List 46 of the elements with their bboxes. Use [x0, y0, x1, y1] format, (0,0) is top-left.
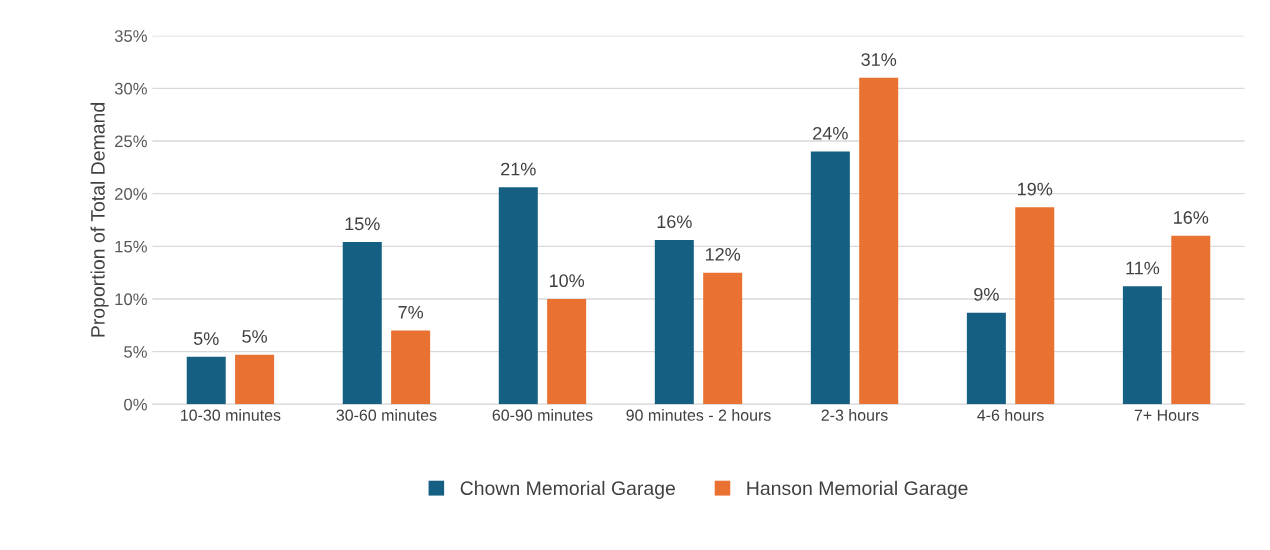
- bar: [342, 242, 382, 405]
- y-tick-label: 10%: [115, 293, 147, 306]
- data-label: 31%: [861, 53, 897, 66]
- y-tick-label: 20%: [115, 188, 147, 200]
- bar: [810, 151, 850, 405]
- x-tick-label: 10-30 minutes: [181, 409, 281, 421]
- data-label: 16%: [1174, 211, 1209, 224]
- legend-label: Chown Memorial Garage: [460, 480, 675, 499]
- x-tick-label: 7+ Hours: [1134, 409, 1199, 421]
- y-tick-label: 25%: [115, 135, 147, 148]
- bar: [1015, 207, 1055, 405]
- data-label: 5%: [242, 330, 267, 343]
- data-label: 5%: [193, 332, 219, 345]
- x-tick-label: 60-90 minutes: [492, 409, 593, 421]
- y-tick-label: 35%: [114, 30, 147, 42]
- data-label: 10%: [549, 274, 585, 288]
- bar: [654, 240, 694, 405]
- data-label: 9%: [974, 287, 999, 301]
- bar: [186, 356, 226, 405]
- data-label: 12%: [705, 247, 741, 261]
- y-axis-title: Proportion of Total Demand: [90, 103, 109, 337]
- y-tick-label: 15%: [115, 240, 147, 253]
- data-label: 19%: [1018, 182, 1053, 196]
- bar: [859, 77, 899, 405]
- data-label: 15%: [345, 217, 380, 231]
- bar: [1122, 286, 1162, 405]
- legend-label: Hanson Memorial Garage: [747, 480, 968, 499]
- data-label: 11%: [1126, 261, 1160, 275]
- x-tick-label: 2-3 hours: [821, 409, 888, 421]
- bar: [1171, 235, 1211, 405]
- x-tick-label: 4-6 hours: [977, 409, 1044, 421]
- y-tick-label: 30%: [114, 82, 147, 95]
- y-tick-label: 0%: [124, 398, 147, 411]
- bar: [547, 298, 587, 405]
- bar: [391, 330, 431, 405]
- data-label: 16%: [657, 215, 692, 229]
- x-tick-label: 30-60 minutes: [336, 409, 437, 421]
- data-label: 21%: [501, 162, 536, 176]
- bar: [235, 354, 275, 405]
- y-tick-label: 5%: [124, 346, 147, 358]
- data-label: 7%: [398, 305, 424, 319]
- x-tick-label: 90 minutes - 2 hours: [626, 409, 771, 421]
- bar: [966, 312, 1006, 405]
- data-label: 24%: [813, 126, 848, 140]
- bar: [703, 272, 743, 405]
- bar: [498, 187, 538, 405]
